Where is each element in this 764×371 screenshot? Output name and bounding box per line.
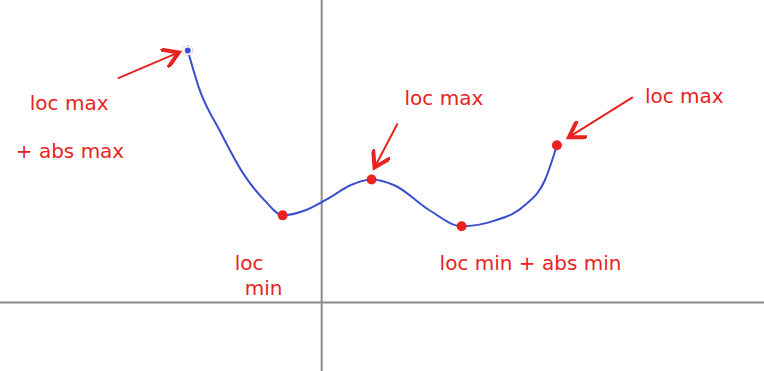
svg-text:loc min + abs min: loc min + abs min: [440, 251, 622, 275]
svg-text:loc max: loc max: [30, 91, 109, 115]
svg-text:min: min: [245, 276, 283, 300]
svg-text:loc max: loc max: [405, 86, 484, 110]
svg-text:+ abs max: + abs max: [16, 139, 125, 163]
svg-text:loc: loc: [235, 251, 264, 275]
svg-text:loc max: loc max: [645, 84, 724, 108]
